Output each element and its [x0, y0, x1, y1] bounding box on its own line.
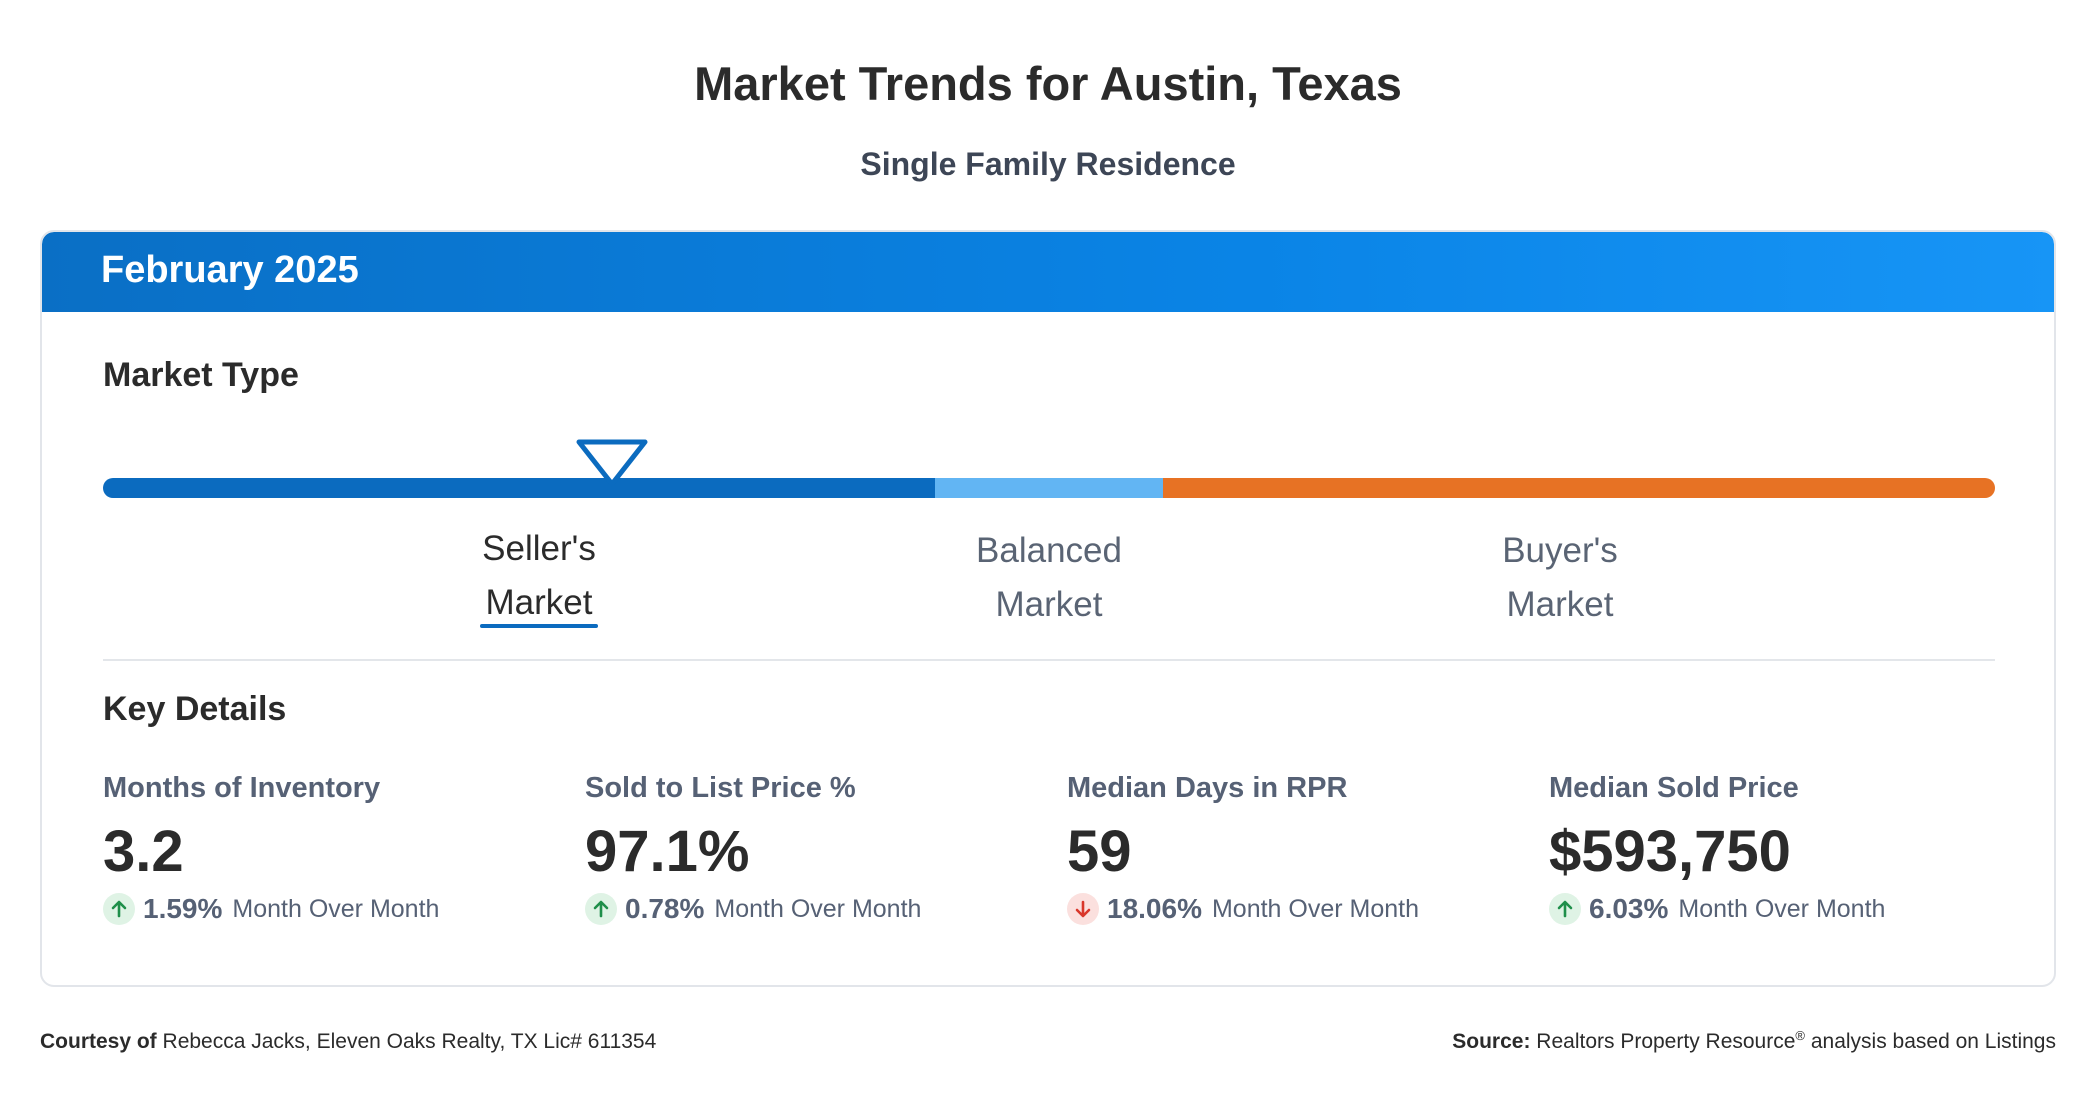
source-label: Source: [1452, 1030, 1531, 1053]
seller-label-line2: Market [485, 583, 593, 622]
courtesy-label: Courtesy of [40, 1030, 157, 1053]
market-type-bar [103, 478, 1995, 498]
seller-label-line1: Seller's [482, 529, 596, 568]
arrow-up-icon [1549, 893, 1581, 925]
metric-median-days-in-rpr: Median Days in RPR 59 18.06% Month Over … [1067, 772, 1527, 925]
change-period: Month Over Month [232, 894, 440, 923]
buyer-label-line1: Buyer's [1502, 531, 1618, 570]
seller-market-label: Seller's Market [389, 522, 689, 630]
arrow-up-icon [585, 893, 617, 925]
change-percent: 18.06% [1107, 893, 1202, 924]
market-card: February 2025 Market Type Seller's Marke… [40, 230, 2056, 987]
metric-label: Sold to List Price % [585, 772, 856, 804]
balanced-market-segment [935, 478, 1163, 498]
period-label: February 2025 [101, 249, 359, 291]
registered-mark: ® [1795, 1028, 1805, 1043]
footer-courtesy: Courtesy of Rebecca Jacks, Eleven Oaks R… [40, 1030, 656, 1054]
metric-label: Median Days in RPR [1067, 772, 1348, 804]
metric-change: 1.59% Month Over Month [103, 893, 563, 925]
courtesy-text: Rebecca Jacks, Eleven Oaks Realty, TX Li… [162, 1030, 657, 1053]
metric-sold-to-list-price: Sold to List Price % 97.1% 0.78% Month O… [585, 772, 1045, 925]
source-text: Realtors Property Resource [1536, 1030, 1796, 1053]
metric-change: 6.03% Month Over Month [1549, 893, 2009, 925]
metric-median-sold-price: Median Sold Price $593,750 6.03% Month O… [1549, 772, 2009, 925]
metric-value: $593,750 [1549, 819, 1791, 884]
page-title: Market Trends for Austin, Texas [694, 57, 1402, 110]
balanced-label-line2: Market [995, 585, 1103, 624]
buyer-market-segment [1163, 478, 1995, 498]
buyer-market-label: Buyer's Market [1410, 524, 1710, 632]
source-text-suffix: analysis based on Listings [1805, 1030, 2056, 1053]
metric-label: Months of Inventory [103, 772, 381, 804]
metric-value: 3.2 [103, 819, 184, 884]
card-header: February 2025 [42, 232, 2054, 312]
change-percent: 1.59% [143, 893, 223, 924]
section-divider [103, 659, 1995, 661]
market-type-title: Market Type [103, 356, 299, 394]
change-percent: 6.03% [1589, 893, 1669, 924]
active-market-underline [480, 624, 598, 628]
arrow-down-icon [1067, 893, 1099, 925]
metric-value: 97.1% [585, 819, 750, 884]
change-period: Month Over Month [1678, 894, 1886, 923]
balanced-market-label: Balanced Market [899, 524, 1199, 632]
page-subtitle: Single Family Residence [860, 146, 1236, 182]
change-period: Month Over Month [714, 894, 922, 923]
metric-change: 0.78% Month Over Month [585, 893, 1045, 925]
arrow-up-icon [103, 893, 135, 925]
key-details-title: Key Details [103, 690, 287, 728]
balanced-label-line1: Balanced [976, 531, 1122, 570]
change-percent: 0.78% [625, 893, 705, 924]
change-period: Month Over Month [1211, 894, 1419, 923]
metric-change: 18.06% Month Over Month [1067, 893, 1527, 925]
footer-source: Source: Realtors Property Resource® anal… [1452, 1028, 2056, 1054]
buyer-label-line2: Market [1506, 585, 1614, 624]
triangle-down-icon [576, 439, 648, 487]
metric-months-of-inventory: Months of Inventory 3.2 1.59% Month Over… [103, 772, 563, 925]
metric-value: 59 [1067, 819, 1132, 884]
metric-label: Median Sold Price [1549, 772, 1799, 804]
seller-market-segment [103, 478, 935, 498]
